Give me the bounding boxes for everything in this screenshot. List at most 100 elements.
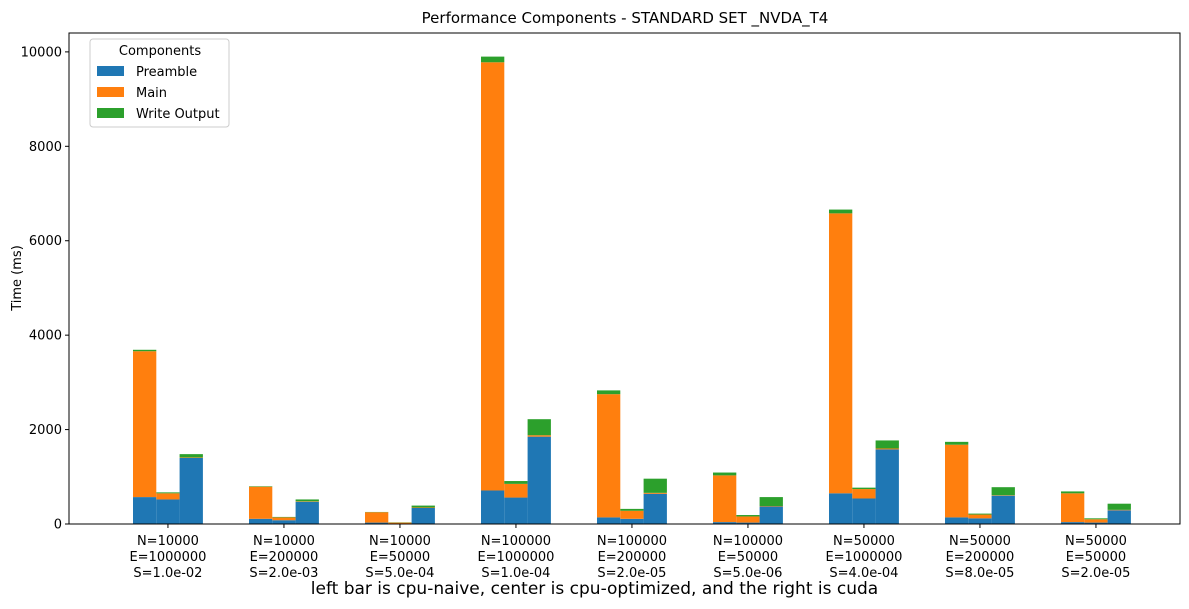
bar-segment-preamble (991, 495, 1015, 524)
bar-segment-main (156, 493, 180, 500)
bar-segment-write-output (597, 390, 621, 395)
bar-segment-write-output (643, 478, 667, 493)
bar-segment-write-output (968, 513, 992, 515)
bar-segment-main (481, 62, 505, 491)
legend-entry: Main (136, 86, 167, 101)
bar-segment-preamble (736, 522, 760, 524)
bar-segment-main (365, 512, 389, 523)
bar-segment-write-output (1084, 518, 1108, 520)
bar-segment-write-output (620, 508, 644, 511)
bar-segment-main (597, 394, 621, 518)
bar-segment-main (1084, 519, 1108, 523)
bar-segment-main (1061, 493, 1085, 523)
y-tick-label: 8000 (29, 140, 62, 155)
bar-segment-write-output (991, 487, 1015, 496)
y-tick-label: 2000 (29, 423, 62, 438)
bar-segment-write-output (713, 472, 737, 476)
x-tick-label: N=10000 E=1000000 S=1.0e-02 (129, 534, 206, 581)
bar-segment-main (852, 489, 876, 499)
bars (133, 56, 1131, 524)
bar-segment-preamble (759, 506, 783, 524)
bar-segment-main (620, 510, 644, 519)
bar-segment-main (736, 516, 760, 523)
bar-segment-preamble (620, 518, 644, 524)
bar-segment-preamble (411, 507, 435, 524)
bar-segment-preamble (713, 522, 737, 524)
bar-segment-write-output (875, 440, 899, 449)
bar-segment-preamble (829, 493, 853, 524)
x-tick-label: N=10000 E=200000 S=2.0e-03 (249, 534, 318, 581)
y-axis-label: Time (ms) (10, 245, 25, 312)
bar-segment-write-output (829, 209, 853, 214)
y-tick-label: 0 (54, 518, 62, 533)
bar-segment-preamble (875, 449, 899, 524)
legend-box (89, 38, 230, 128)
x-tick-label: N=100000 E=200000 S=2.0e-05 (597, 534, 667, 581)
x-tick-label: N=10000 E=50000 S=5.0e-04 (365, 534, 434, 581)
bar-segment-preamble (1107, 510, 1131, 524)
bar-segment-preamble (133, 497, 157, 524)
y-tick-label: 4000 (29, 329, 62, 344)
y-tick-label: 10000 (21, 45, 62, 60)
bar-segment-write-output (481, 56, 505, 63)
bar-segment-preamble (643, 493, 667, 524)
bar-segment-preamble (527, 436, 551, 524)
bar-segment-write-output (179, 454, 203, 458)
legend-swatch (97, 87, 124, 97)
bar-segment-write-output (411, 505, 435, 508)
legend: Components Preamble Main Write Output (89, 38, 230, 128)
bar-segment-write-output (759, 497, 783, 507)
bar-segment-preamble (249, 518, 273, 524)
bar-segment-write-output (156, 492, 180, 494)
bar-segment-main (527, 435, 551, 437)
bar-segment-preamble (365, 522, 389, 524)
legend-swatch (97, 108, 124, 118)
bar-segment-preamble (1061, 522, 1085, 524)
legend-entry: Write Output (136, 107, 220, 122)
bar-segment-main (504, 483, 528, 498)
bar-segment-main (945, 444, 969, 518)
bar-segment-write-output (1107, 503, 1131, 510)
x-tick-label: N=100000 E=1000000 S=1.0e-04 (477, 534, 554, 581)
bar-segment-write-output (736, 515, 760, 517)
bar-segment-main (968, 514, 992, 519)
bar-segment-preamble (968, 518, 992, 524)
bar-segment-preamble (295, 501, 319, 524)
bar-segment-main (272, 517, 296, 521)
bar-segment-write-output (527, 419, 551, 436)
chart-title: Performance Components - STANDARD SET _N… (422, 9, 829, 28)
bar-segment-preamble (481, 490, 505, 524)
axes: 0 2000 4000 6000 8000 10000 N=10000 E=1000000 S=… (21, 32, 1181, 581)
bar-segment-main (249, 486, 273, 519)
plot-frame (68, 32, 1181, 525)
x-tick-label: N=50000 E=200000 S=8.0e-05 (945, 534, 1014, 581)
bar-segment-preamble (504, 497, 528, 524)
bar-segment-preamble (597, 517, 621, 524)
legend-entry: Preamble (136, 65, 197, 80)
bar-segment-preamble (156, 499, 180, 524)
bar-segment-preamble (179, 457, 203, 524)
x-tick-label: N=50000 E=1000000 S=4.0e-04 (825, 534, 902, 581)
bar-segment-preamble (1084, 522, 1108, 524)
legend-swatch (97, 66, 124, 76)
bar-segment-write-output (295, 499, 319, 502)
bar-segment-main (133, 351, 157, 498)
bar-segment-write-output (945, 441, 969, 445)
bar-segment-main (829, 213, 853, 494)
bar-segment-preamble (852, 498, 876, 524)
bar-segment-main (388, 522, 412, 524)
chart-caption: left bar is cpu-naive, center is cpu-opt… (310, 579, 879, 599)
bar-segment-main (713, 475, 737, 523)
y-tick-label: 6000 (29, 234, 62, 249)
bar-segment-write-output (852, 487, 876, 490)
bar-segment-main (875, 448, 899, 450)
bar-segment-write-output (504, 481, 528, 484)
bar-segment-main (643, 492, 667, 494)
x-tick-label: N=50000 E=50000 S=2.0e-05 (1061, 534, 1130, 581)
bar-segment-write-output (133, 349, 157, 352)
bar-segment-preamble (272, 520, 296, 524)
bar-segment-preamble (945, 517, 969, 524)
legend-title: Components (119, 44, 201, 59)
bar-segment-write-output (1061, 491, 1085, 494)
